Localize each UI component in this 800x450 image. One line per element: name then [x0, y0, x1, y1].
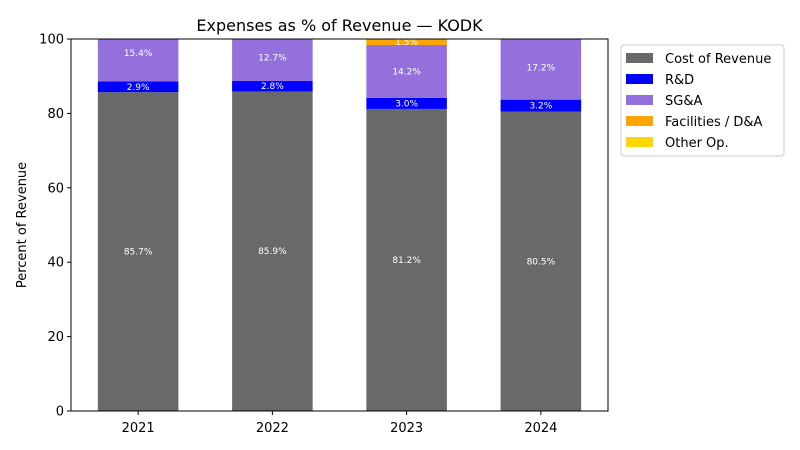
y-tick-label: 60 — [47, 181, 64, 196]
y-tick-label: 100 — [39, 33, 64, 48]
y-tick-label: 80 — [47, 107, 64, 122]
bars-layer — [97, 39, 582, 411]
bar-segment-r-d-2024 — [500, 99, 582, 112]
bar-data-label: 17.2% — [527, 64, 556, 74]
legend-swatch — [626, 95, 653, 105]
bar-data-label: 81.2% — [392, 256, 421, 266]
bar-segment-facilities-d-a-2023 — [366, 39, 447, 45]
bar-data-label: 14.2% — [392, 67, 421, 77]
bar-segment-cost-of-revenue-2022 — [232, 91, 313, 411]
legend-box — [620, 44, 785, 157]
y-tick-label: 0 — [56, 405, 64, 420]
legend-swatch — [626, 74, 653, 84]
y-axis: 0 20 40 60 80 100 — [39, 33, 71, 420]
legend-swatch — [626, 116, 653, 126]
legend-label: Facilities / D&A — [665, 115, 763, 130]
bar-segment-cost-of-revenue-2021 — [97, 92, 179, 411]
legend-label: Other Op. — [665, 136, 729, 151]
bar-segment-sg-a-2024 — [500, 39, 582, 100]
bar-segment-r-d-2022 — [232, 81, 313, 92]
bar-segment-sg-a-2021 — [97, 39, 179, 82]
x-axis: 2021 2022 2023 2024 — [122, 411, 557, 436]
bar-segment-sg-a-2022 — [232, 39, 313, 82]
legend: Cost of Revenue R&D SG&A Facilities / D&A Ot… — [620, 44, 785, 157]
bar-segment-r-d-2023 — [366, 97, 447, 109]
bar-labels-layer: 85.7% 2.9% 15.4% 85.9% 2.8% 12.7% 81.2% 3.0% 14.… — [124, 38, 556, 267]
bar-data-label: 12.7% — [258, 53, 287, 63]
bar-data-label: 1.5% — [395, 38, 418, 48]
bar-segment-cost-of-revenue-2023 — [366, 108, 447, 411]
bar-data-label: 2.9% — [127, 83, 150, 93]
bar-segment-sg-a-2023 — [366, 44, 447, 98]
bar-data-label: 85.7% — [124, 248, 153, 258]
y-axis-label: Percent of Revenue — [15, 162, 30, 288]
bar-segment-r-d-2021 — [97, 81, 179, 93]
y-tick-label: 20 — [47, 330, 64, 345]
bar-data-label: 2.8% — [261, 82, 284, 92]
legend-label: Cost of Revenue — [665, 52, 771, 67]
bar-data-label: 3.2% — [529, 102, 552, 112]
legend-label: SG&A — [665, 94, 702, 109]
x-tick-label: 2021 — [122, 421, 155, 436]
chart-title: Expenses as % of Revenue — KODK — [196, 16, 483, 35]
legend-swatch — [626, 137, 653, 147]
bar-data-label: 3.0% — [395, 99, 418, 109]
x-tick-label: 2023 — [390, 421, 423, 436]
bar-data-label: 15.4% — [124, 49, 153, 59]
x-tick-label: 2022 — [256, 421, 289, 436]
y-tick-label: 40 — [47, 256, 64, 271]
x-tick-label: 2024 — [524, 421, 557, 436]
bar-segment-cost-of-revenue-2024 — [500, 111, 582, 411]
bar-data-label: 80.5% — [527, 257, 556, 267]
legend-swatch — [626, 53, 653, 63]
plot-frame — [70, 38, 609, 412]
bar-data-label: 85.9% — [258, 247, 287, 257]
legend-label: R&D — [665, 73, 694, 88]
